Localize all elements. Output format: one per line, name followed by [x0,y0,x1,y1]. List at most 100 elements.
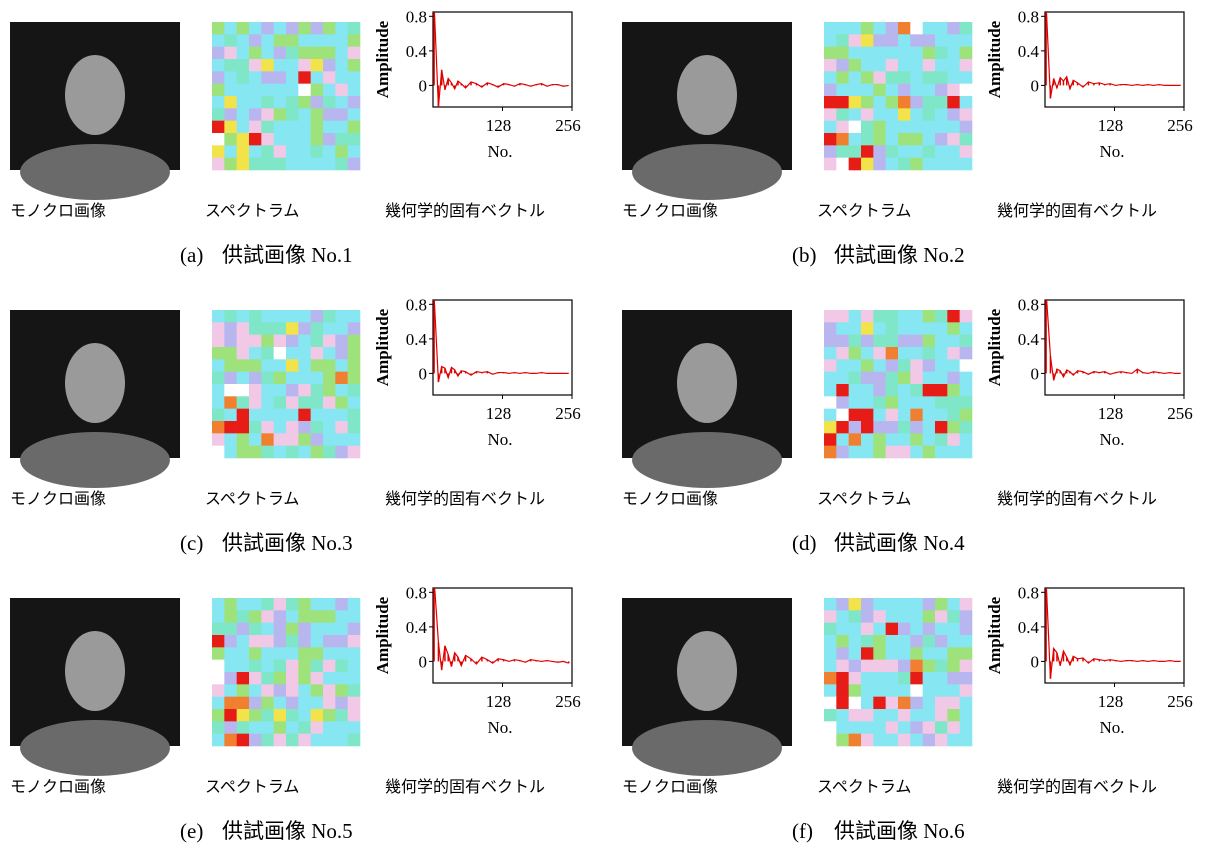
spectrum-cell [237,34,250,47]
panel-title: 供試画像 No.2 [834,243,965,267]
spectrum-cell [935,421,948,434]
x-tick-label: 256 [1167,116,1193,135]
spectrum-cell [348,709,361,722]
x-axis-label: No. [487,718,512,737]
plot-area [434,296,569,382]
spectrum-cell [286,34,299,47]
spectrum-cell [960,34,973,47]
face [677,55,737,135]
spectrum-cell [311,108,324,121]
spectrum-cell [261,158,274,171]
spectrum-cell [274,635,287,648]
spectrum-cell [323,347,336,360]
spectrum-cell [323,96,336,109]
spectrum-cell [261,684,274,697]
spectrum-cell [898,623,911,636]
spectrum-cell [960,384,973,397]
spectrum-cell [261,347,274,360]
spectrum-cell [873,347,886,360]
spectrum-cell [824,372,837,385]
spectrum-cell [935,635,948,648]
spectrum-cell [237,623,250,636]
spectrum-cell [237,347,250,360]
spectrum-cell [935,96,948,109]
spectrum-cell [898,384,911,397]
y-tick-label: 0.4 [406,42,428,61]
spectrum-cell [335,96,348,109]
spectrum-cell [935,359,948,372]
spectrum-cell [960,672,973,685]
spectrum-cell [261,610,274,623]
spectrum-cell [849,108,862,121]
spectrum-cell [274,684,287,697]
spectrum-cell [323,359,336,372]
spectrum-cell [311,96,324,109]
spectrum-cell [274,84,287,97]
spectrum-cell [224,446,237,459]
spectrum-cell [298,734,311,747]
plot-frame [433,300,572,395]
spectrum-cell [249,59,262,72]
spectrum-cell [286,672,299,685]
spectrum-cell [910,96,923,109]
plot-frame [433,588,572,683]
spectrum-cell [861,446,874,459]
spectrum-cell [286,84,299,97]
spectrum-cell [348,635,361,648]
spectrum-cell [311,647,324,660]
spectrum-cell [249,598,262,611]
panel: 0.80.40128256AmplitudeNo.モノクロ画像スペクトラム幾何学… [622,291,1193,555]
spectrum-cell [298,409,311,422]
spectrum-cell [861,660,874,673]
y-axis-label: Amplitude [373,20,392,98]
spectrum-cell [249,734,262,747]
spectrum-cell [836,421,849,434]
spectrum-cell [947,335,960,348]
spectrum-cell [947,359,960,372]
spectrum-cell [960,47,973,60]
spectrum-cell [873,145,886,158]
spectrum-cell [224,59,237,72]
spectrum-cell [274,672,287,685]
face [65,631,125,711]
spectrum-cell [861,335,874,348]
spectrum-cell [212,310,225,323]
spectrum-cell [286,47,299,60]
spectrum-cell [311,433,324,446]
spectrum-cell [861,396,874,409]
spectrum-cell [836,59,849,72]
spectrum-cell [849,158,862,171]
spectrum-cell [849,310,862,323]
spectrum-cell [898,672,911,685]
spectrum-cell [311,158,324,171]
spectrum-cell [898,697,911,710]
spectrum-cell [873,121,886,134]
spectrum-cell [947,421,960,434]
spectrum-cell [224,660,237,673]
x-tick-label: 128 [1098,692,1124,711]
spectrum-cell [898,372,911,385]
y-tick-label: 0 [1031,364,1040,383]
spectrum-cell [311,421,324,434]
plot-area [1046,291,1181,380]
panel-title: 供試画像 No.4 [834,531,965,555]
spectrum-cell [212,697,225,710]
spectrum-cell [249,623,262,636]
spectrum-cell [224,145,237,158]
spectrum-cell [873,158,886,171]
spectrum-cell [335,433,348,446]
spectrum-cell [261,709,274,722]
spectrum-cell [224,47,237,60]
spectrum-cell [935,59,948,72]
spectrum-cell [960,623,973,636]
spectrum-cell [286,108,299,121]
y-tick-label: 0.8 [406,295,427,314]
spectrum-cell [335,108,348,121]
spectrum-cell [836,84,849,97]
spectrum-cell [861,721,874,734]
spectrum-cell [261,121,274,134]
y-tick-label: 0.8 [406,583,427,602]
spectrum-cell [960,71,973,84]
spectrum-cell [311,396,324,409]
spectrum-cell [861,96,874,109]
